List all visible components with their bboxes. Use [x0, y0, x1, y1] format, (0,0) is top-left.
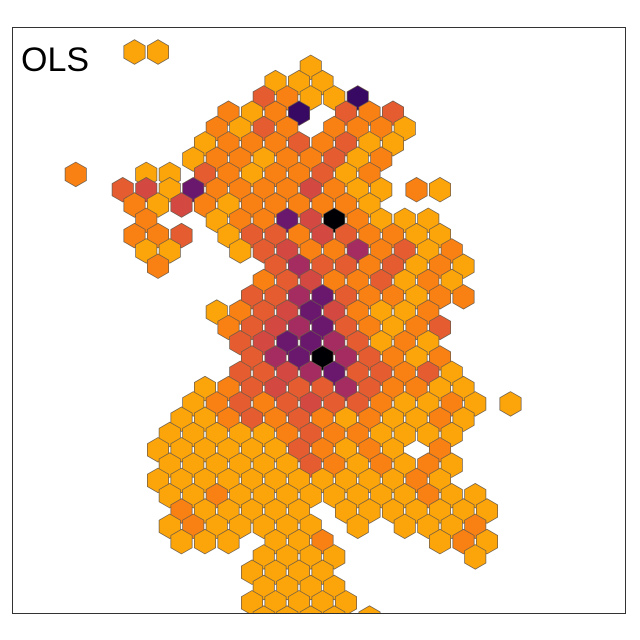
hex-cell — [393, 513, 416, 540]
hex-cell — [405, 176, 428, 203]
hex-cell — [464, 544, 487, 570]
hex-cell — [499, 391, 522, 417]
hex-cell — [64, 161, 87, 188]
hex-cell — [147, 253, 169, 279]
hex-cell — [170, 528, 193, 555]
hex-cell — [288, 621, 309, 640]
map-title: OLS — [21, 41, 90, 79]
hex-cell — [276, 605, 299, 613]
hex-cell — [217, 528, 240, 555]
hex-cell — [123, 39, 146, 65]
hex-cell — [358, 605, 381, 613]
hex-cell — [147, 39, 169, 65]
hex-cell — [229, 238, 252, 264]
hex-cells — [64, 39, 522, 640]
hex-cell — [346, 513, 369, 540]
hex-cell — [429, 176, 451, 203]
hex-cell — [170, 192, 193, 218]
hex-cell — [299, 605, 322, 613]
hex-cell — [429, 528, 451, 555]
hex-cell — [194, 528, 216, 555]
hex-cell — [252, 605, 275, 613]
hex-cell — [452, 284, 475, 310]
hex-cell — [323, 605, 346, 613]
